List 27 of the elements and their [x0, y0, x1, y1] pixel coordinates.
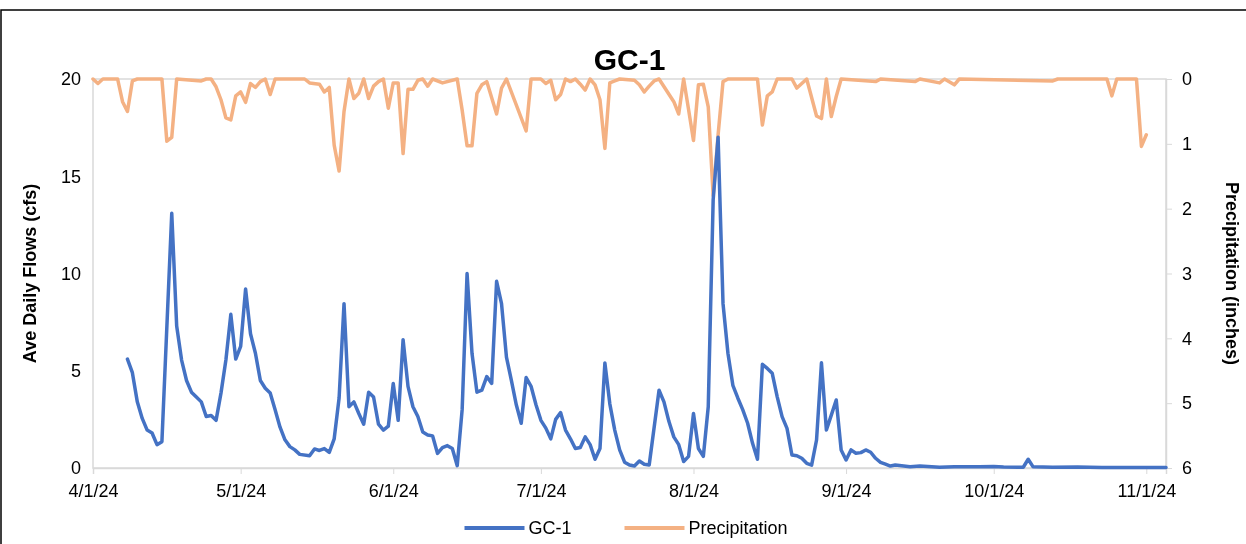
y-tick-label: 5 — [70, 361, 81, 382]
chart-title: GC-1 — [593, 43, 666, 76]
x-tick-label: 5/1/24 — [216, 480, 267, 501]
y2-tick-label: 6 — [1182, 458, 1193, 479]
y2-axis-title: Precipitation (inches) — [1222, 181, 1242, 366]
x-tick-label: 9/1/24 — [821, 480, 872, 501]
y-tick-label: 15 — [60, 166, 81, 187]
x-tick-label: 7/1/24 — [516, 480, 567, 501]
legend-label: Precipitation — [688, 518, 788, 538]
y-tick-label: 20 — [60, 69, 81, 90]
y2-tick-label: 0 — [1182, 69, 1193, 90]
y-tick-label: 10 — [60, 263, 81, 284]
x-tick-label: 6/1/24 — [368, 480, 419, 501]
y-tick-label: 0 — [70, 458, 81, 479]
y2-tick-label: 5 — [1182, 393, 1193, 414]
y2-tick-label: 2 — [1182, 198, 1193, 219]
y2-tick-label: 1 — [1182, 134, 1193, 155]
line-series — [125, 135, 1168, 470]
y-axis-title: Ave Daily Flows (cfs) — [20, 183, 40, 364]
x-tick-label: 10/1/24 — [964, 480, 1025, 501]
y2-tick-label: 3 — [1182, 263, 1193, 284]
x-tick-label: 4/1/24 — [68, 480, 119, 501]
x-tick-label: 8/1/24 — [668, 480, 720, 501]
y2-tick-label: 4 — [1182, 328, 1193, 349]
legend-label: GC-1 — [528, 518, 572, 538]
line-series — [91, 77, 1149, 198]
x-tick-label: 11/1/24 — [1117, 480, 1177, 501]
